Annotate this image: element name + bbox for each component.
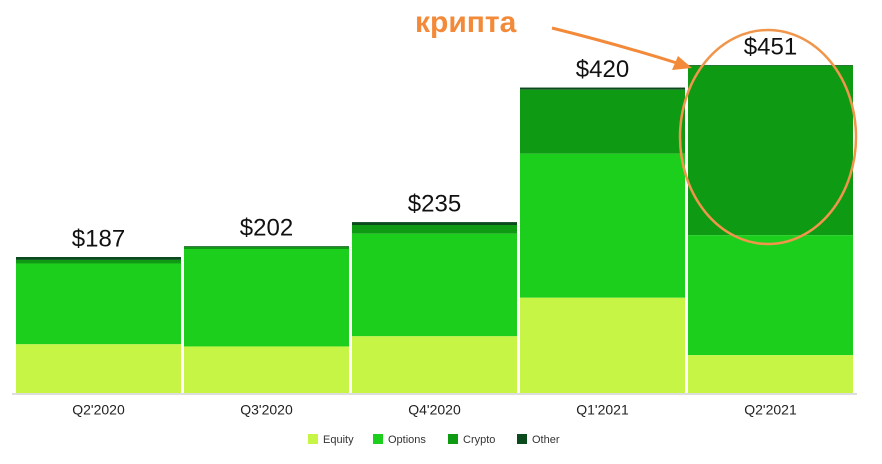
bar-segment: [16, 259, 181, 264]
bar-segment: [16, 263, 181, 345]
bar-segment: [688, 355, 853, 393]
bar-segment: [16, 257, 181, 260]
legend-label: Options: [388, 434, 426, 446]
annotation-arrow: [551, 26, 681, 66]
bar-segment: [184, 346, 349, 393]
bar-segment: [352, 233, 517, 337]
legend-label: Equity: [323, 434, 354, 446]
highlight-ellipse: [678, 28, 858, 246]
total-label: $420: [576, 56, 629, 83]
x-tick-label: Q2'2020: [72, 402, 125, 418]
bar-segment: [184, 246, 349, 247]
total-label: $187: [72, 225, 125, 252]
bar-segment: [352, 225, 517, 234]
legend-label: Crypto: [463, 434, 495, 446]
bar-segment: [520, 297, 685, 393]
annotation: крипта: [415, 6, 517, 39]
x-tick-label: Q4'2020: [408, 402, 461, 418]
legend-swatch: [517, 434, 527, 444]
bar-segment: [520, 153, 685, 298]
total-label: $451: [744, 33, 797, 60]
bar-segment: [184, 249, 349, 347]
bar-segment: [520, 87, 685, 90]
x-tick-label: Q2'2021: [744, 402, 797, 418]
legend-swatch: [448, 434, 458, 444]
bar-segment: [688, 65, 853, 236]
legend-swatch: [373, 434, 383, 444]
x-tick-label: Q1'2021: [576, 402, 629, 418]
bar-segment: [520, 89, 685, 154]
total-label: $202: [240, 214, 293, 241]
legend-swatch: [308, 434, 318, 444]
arrow-head: [672, 56, 692, 70]
bar-segment: [688, 235, 853, 356]
bar-segment: [352, 222, 517, 225]
bar-segment: [184, 246, 349, 249]
total-label: $235: [408, 190, 461, 217]
bar-segment: [16, 344, 181, 393]
legend-label: Other: [532, 434, 560, 446]
bar-segment: [352, 336, 517, 393]
x-tick-label: Q3'2020: [240, 402, 293, 418]
bar-segment: [688, 65, 853, 66]
